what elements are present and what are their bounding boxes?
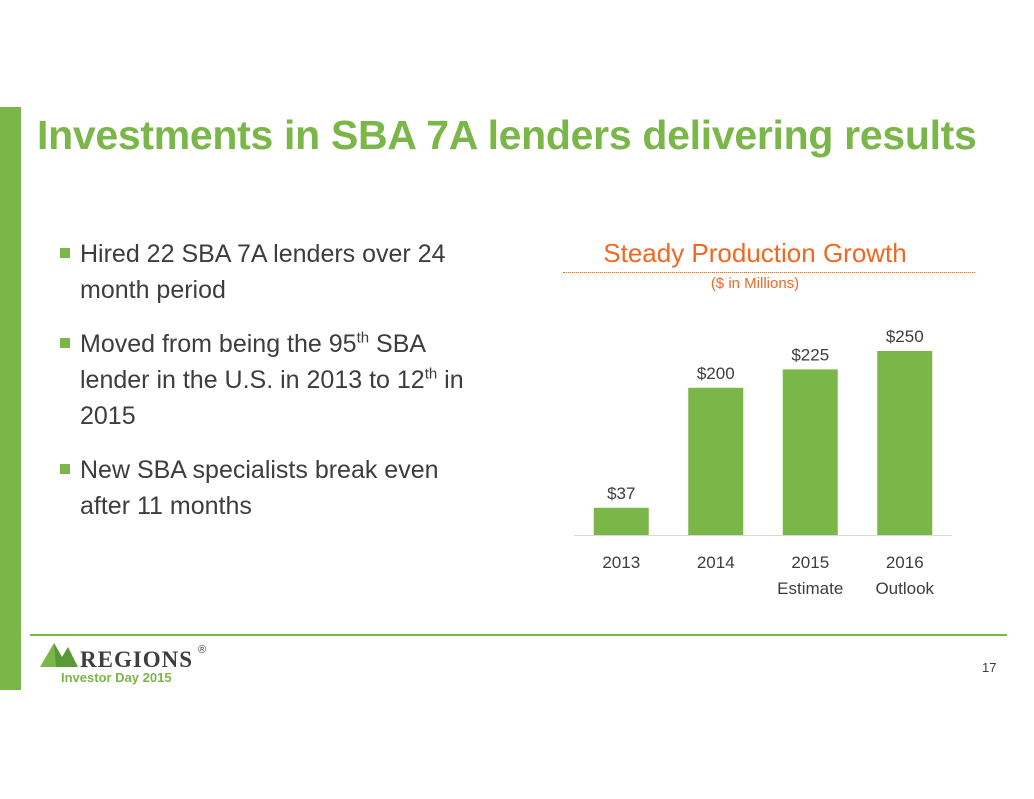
bar-0 [593,507,649,535]
bullet-item-1: Hired 22 SBA 7A lenders over 24 month pe… [60,236,480,308]
chart-subtitle: ($ in Millions) [710,275,800,292]
logo-wordmark: REGIONS [80,647,194,672]
data-label-3: $250 [886,327,924,346]
x-tick-label-1-0: 2014 [697,553,735,572]
bullet-item-3: New SBA specialists break even after 11 … [60,452,480,524]
slide-title: Investments in SBA 7A lenders delivering… [37,112,977,158]
bullet-text-part: Moved from being the 95 [80,330,357,358]
bullet-text: Hired 22 SBA 7A lenders over 24 month pe… [80,240,446,304]
bullet-text: New SBA specialists break even after 11 … [80,456,439,520]
chart-title: Steady Production Growth [603,238,907,268]
regions-pyramid-icon [40,643,78,667]
x-tick-label-3-0: 2016 [886,553,924,572]
bar-3 [877,351,933,535]
ordinal-suffix: th [424,365,438,383]
page-number: 17 [982,660,997,675]
footer-event-label: Investor Day 2015 [61,670,172,685]
regions-logo: REGIONS ® [40,641,220,687]
square-bullet-icon [60,248,70,258]
x-tick-label-0-0: 2013 [602,553,640,572]
square-bullet-icon [60,338,70,348]
bullet-item-2: Moved from being the 95th SBA lender in … [60,326,480,434]
footer-divider [30,634,1007,636]
square-bullet-icon [60,464,70,474]
production-bar-chart: $37 2013 $200 2014 $225 2015 Estimate $250 2016 O… [574,327,952,598]
bullet-text-part: in 2015 [80,366,464,430]
x-tick-label-2-1: Estimate [777,579,843,598]
registered-mark: ® [198,644,207,656]
ordinal-suffix: th [356,329,370,347]
bar-2 [782,369,838,535]
bullet-text-part: SBA lender in the U.S. in 2013 to 12 [80,330,425,394]
chart-title-divider [563,272,975,273]
data-label-0: $37 [607,484,635,503]
x-tick-label-2-0: 2015 [791,553,829,572]
bar-1 [688,387,744,535]
data-label-2: $225 [791,345,829,364]
x-tick-label-3-1: Outlook [875,579,934,598]
left-accent-bar [0,107,21,690]
data-label-1: $200 [697,364,735,383]
bullet-list: Hired 22 SBA 7A lenders over 24 month pe… [60,236,480,542]
